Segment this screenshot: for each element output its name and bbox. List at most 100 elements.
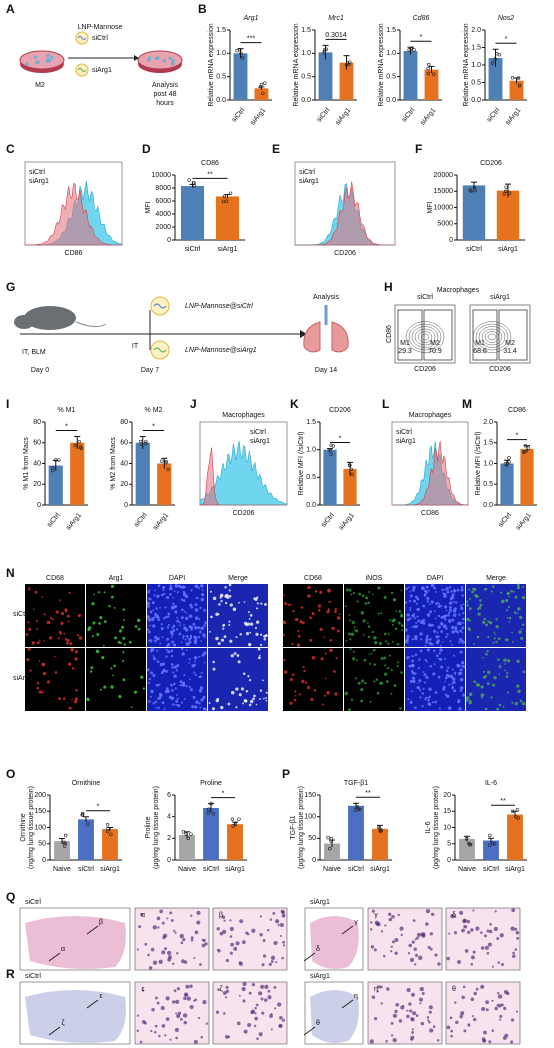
signal	[433, 663, 436, 666]
signal	[200, 640, 202, 642]
signal	[181, 702, 183, 704]
nucleus	[411, 1028, 414, 1031]
signal	[31, 641, 36, 645]
contour	[478, 326, 506, 348]
nucleus	[279, 934, 282, 938]
signal	[493, 631, 496, 634]
signal	[459, 650, 463, 654]
bar	[70, 442, 85, 505]
signal	[336, 629, 340, 633]
signal	[167, 642, 171, 646]
nucleus	[475, 987, 479, 991]
nucleus	[172, 1000, 176, 1004]
signal	[123, 643, 126, 646]
dot	[469, 189, 474, 193]
nucleus	[470, 997, 475, 1002]
dot	[426, 71, 431, 76]
signal	[373, 636, 377, 640]
signal	[459, 671, 463, 675]
y-tick-label: 20	[120, 481, 128, 488]
signal	[329, 638, 333, 642]
signal	[432, 672, 436, 676]
signal	[511, 631, 513, 634]
signal	[495, 618, 498, 621]
label: θ	[452, 986, 456, 993]
signal	[182, 681, 186, 685]
signal	[150, 689, 154, 694]
signal	[259, 643, 263, 647]
signal	[451, 630, 455, 634]
signal	[284, 602, 288, 606]
nucleus	[376, 985, 381, 989]
nucleus	[413, 947, 417, 951]
nucleus	[493, 926, 498, 932]
signal	[245, 623, 248, 627]
nucleus	[183, 960, 188, 964]
signal	[440, 665, 444, 669]
nucleus	[254, 1016, 259, 1021]
signal	[249, 631, 252, 634]
x-tick-label: siArg1	[100, 866, 120, 873]
nucleus	[487, 942, 492, 947]
signal	[427, 696, 430, 699]
signal	[426, 600, 429, 603]
signal	[417, 686, 421, 690]
signal	[395, 610, 398, 612]
signal	[367, 635, 371, 639]
signal	[77, 613, 81, 618]
pointer	[86, 999, 99, 1009]
nucleus	[462, 985, 466, 989]
signal	[416, 615, 419, 618]
signal	[153, 639, 157, 643]
nucleus	[415, 1014, 419, 1017]
signal	[324, 677, 327, 680]
nucleus	[189, 984, 193, 989]
signal	[450, 625, 455, 630]
nucleus	[189, 1004, 194, 1010]
bar	[324, 843, 340, 860]
signal	[519, 607, 521, 610]
nucleus	[190, 914, 193, 917]
signal	[233, 652, 237, 655]
nucleus	[390, 950, 393, 953]
signal	[453, 654, 456, 657]
signal	[514, 702, 518, 706]
nucleus	[371, 909, 376, 913]
signal	[199, 630, 202, 634]
signal	[110, 584, 115, 589]
signal	[495, 640, 498, 644]
signal	[491, 585, 495, 588]
signal	[462, 693, 466, 697]
y-tick-label: 0.5	[306, 474, 316, 481]
signal	[25, 633, 29, 636]
label: siArg1	[310, 899, 330, 906]
pointer	[341, 925, 354, 935]
signal	[188, 662, 190, 664]
signal	[497, 637, 501, 640]
bar	[459, 838, 475, 860]
signal	[423, 673, 427, 677]
signal	[364, 681, 367, 685]
y-tick-label: 0	[312, 857, 316, 864]
label: CD206	[489, 366, 511, 373]
nucleus	[497, 1003, 502, 1008]
signal	[70, 647, 75, 652]
signal	[147, 630, 151, 634]
nucleus	[175, 1012, 178, 1015]
signal	[176, 697, 179, 700]
x-tick-label: siArg1	[515, 512, 533, 532]
nucleus	[514, 927, 518, 931]
signal	[443, 605, 448, 609]
bar	[318, 52, 333, 100]
signal	[426, 661, 428, 663]
signal	[377, 612, 380, 615]
nucleus	[173, 929, 176, 933]
dot	[238, 47, 242, 52]
x-tick-label: Naive	[53, 866, 71, 873]
panel-letter: O	[6, 767, 15, 781]
nucleus	[141, 1019, 146, 1024]
signal	[453, 689, 457, 693]
signal	[154, 700, 158, 704]
legend-entry: siCtrl	[250, 429, 266, 436]
y-axis-label: TGF-β1	[290, 815, 297, 839]
